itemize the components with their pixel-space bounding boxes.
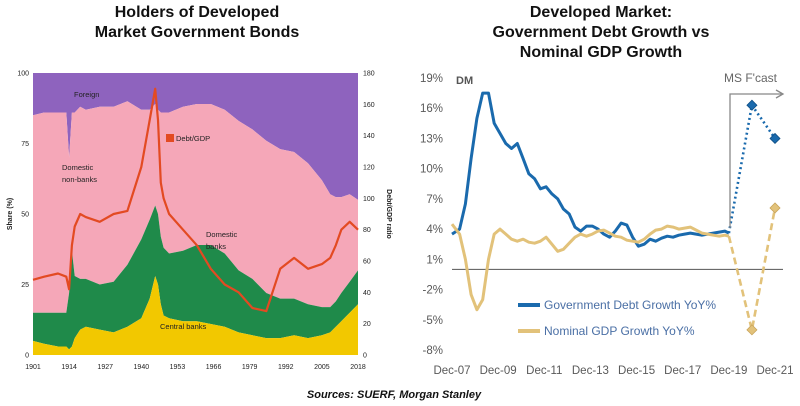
area-label-domestic-banks-line-2: banks [206,242,226,251]
area-foreign [33,73,358,200]
left-x-tick-label: 1914 [61,364,77,371]
legend-label-debt-growth: Government Debt Growth YoY% [544,298,716,312]
source-note: Sources: SUERF, Morgan Stanley [307,389,482,401]
debt-gdp-legend-swatch [166,134,174,142]
gdp-growth-forecast-marker [746,324,758,336]
left-axes: 0 25 50 75 100 0 20 40 60 80 100 120 140 160 180 1901 19… [17,71,374,372]
left-stacked-areas [33,73,358,355]
right-y-tick-label: 80 [363,227,371,234]
right-chart-y-tick-label: 16% [420,103,443,115]
area-domestic-banks [33,205,358,350]
right-chart-x-tick-label: Dec-15 [618,365,655,377]
right-y-axis-title: Debt/GDP ratio [385,189,392,239]
left-x-tick-label: 1992 [278,364,294,371]
left-y-tick-label: 0 [25,353,29,360]
left-y-tick-label: 75 [21,141,29,148]
left-y-tick-label: 50 [21,212,29,219]
debt-growth-forecast-line [727,101,777,234]
right-chart-x-tick-label: Dec-07 [433,365,470,377]
left-chart-title-line-1: Holders of Developed [115,4,279,21]
right-chart-x-tick-label: Dec-09 [480,365,517,377]
left-x-tick-label: 1966 [206,364,222,371]
right-chart-y-tick-label: 7% [426,194,443,206]
right-chart-y-tick-label: 10% [420,164,443,176]
right-y-tick-label: 40 [363,290,371,297]
right-y-tick-label: 160 [363,102,375,109]
area-domestic-nonbanks [33,101,358,313]
left-debt-gdp-line [32,87,359,313]
right-axes: 19% 16% 13% 10% 7% 4% 1% -2% -5% -8% Dec-07 Dec-09 D… [420,73,794,377]
left-x-tick-label: 2018 [350,364,366,371]
forecast-label: MS F'cast [724,71,778,85]
gdp-growth-line [450,223,730,312]
debt-growth-forecast-marker [746,99,758,111]
right-chart-y-tick-label: -5% [423,315,443,327]
legend-label-gdp-growth: Nominal GDP Growth YoY% [544,324,695,338]
gdp-growth-forecast-line [727,207,777,331]
debt-gdp-line [32,87,359,313]
left-x-tick-label: 1953 [170,364,186,371]
area-label-domestic-banks-line-1: Domestic [206,230,238,239]
right-y-tick-label: 140 [363,133,375,140]
right-chart-y-tick-label: 13% [420,133,443,145]
right-chart-title-line-2: Government Debt Growth vs [493,24,710,41]
right-chart-x-tick-label: Dec-17 [664,365,701,377]
right-chart-y-tick-label: 4% [426,224,443,236]
right-chart-y-tick-label: -8% [423,345,443,357]
left-chart-title-line-2: Market Government Bonds [95,24,300,41]
right-y-tick-label: 60 [363,259,371,266]
left-y-tick-label: 25 [21,282,29,289]
area-label-central-banks: Central banks [160,322,207,331]
forecast-arrowhead [775,89,785,99]
debt-gdp-legend-label: Debt/GDP [176,134,210,143]
right-chart-title-line-3: Nominal GDP Growth [520,44,682,61]
right-chart-y-tick-label: 1% [426,254,443,266]
gdp-growth-forecast-marker [769,202,781,214]
right-chart-y-tick-label: -2% [423,285,443,297]
right-y-tick-label: 20 [363,321,371,328]
right-chart-y-tick-label: 19% [420,73,443,85]
right-chart-title-line-1: Developed Market: [530,4,672,21]
left-x-tick-label: 2005 [314,364,330,371]
right-y-tick-label: 100 [363,196,375,203]
right-chart-x-tick-label: Dec-13 [572,365,609,377]
left-y-tick-label: 100 [17,71,29,78]
area-label-domestic-nonbanks-line-2: non-banks [62,175,97,184]
dm-label: DM [456,75,473,87]
left-y-axis-title: Share (%) [7,198,14,230]
left-x-tick-label: 1901 [25,364,41,371]
right-y-tick-label: 120 [363,165,375,172]
left-x-tick-label: 1927 [97,364,113,371]
right-y-tick-label: 0 [363,353,367,360]
area-label-domestic-nonbanks-line-1: Domestic [62,163,94,172]
left-x-tick-label: 1940 [134,364,150,371]
right-y-tick-label: 180 [363,71,375,78]
right-series-lines [450,91,781,336]
right-chart-x-tick-label: Dec-11 [526,365,562,377]
forecast-bracket-arrow [729,93,782,228]
right-chart-x-tick-label: Dec-21 [756,365,793,377]
left-x-tick-label: 1979 [242,364,258,371]
area-central-banks [33,276,358,355]
debt-growth-line [451,91,730,248]
right-chart-x-tick-label: Dec-19 [710,365,747,377]
debt-growth-forecast-marker [769,132,781,145]
area-label-foreign: Foreign [74,90,99,99]
